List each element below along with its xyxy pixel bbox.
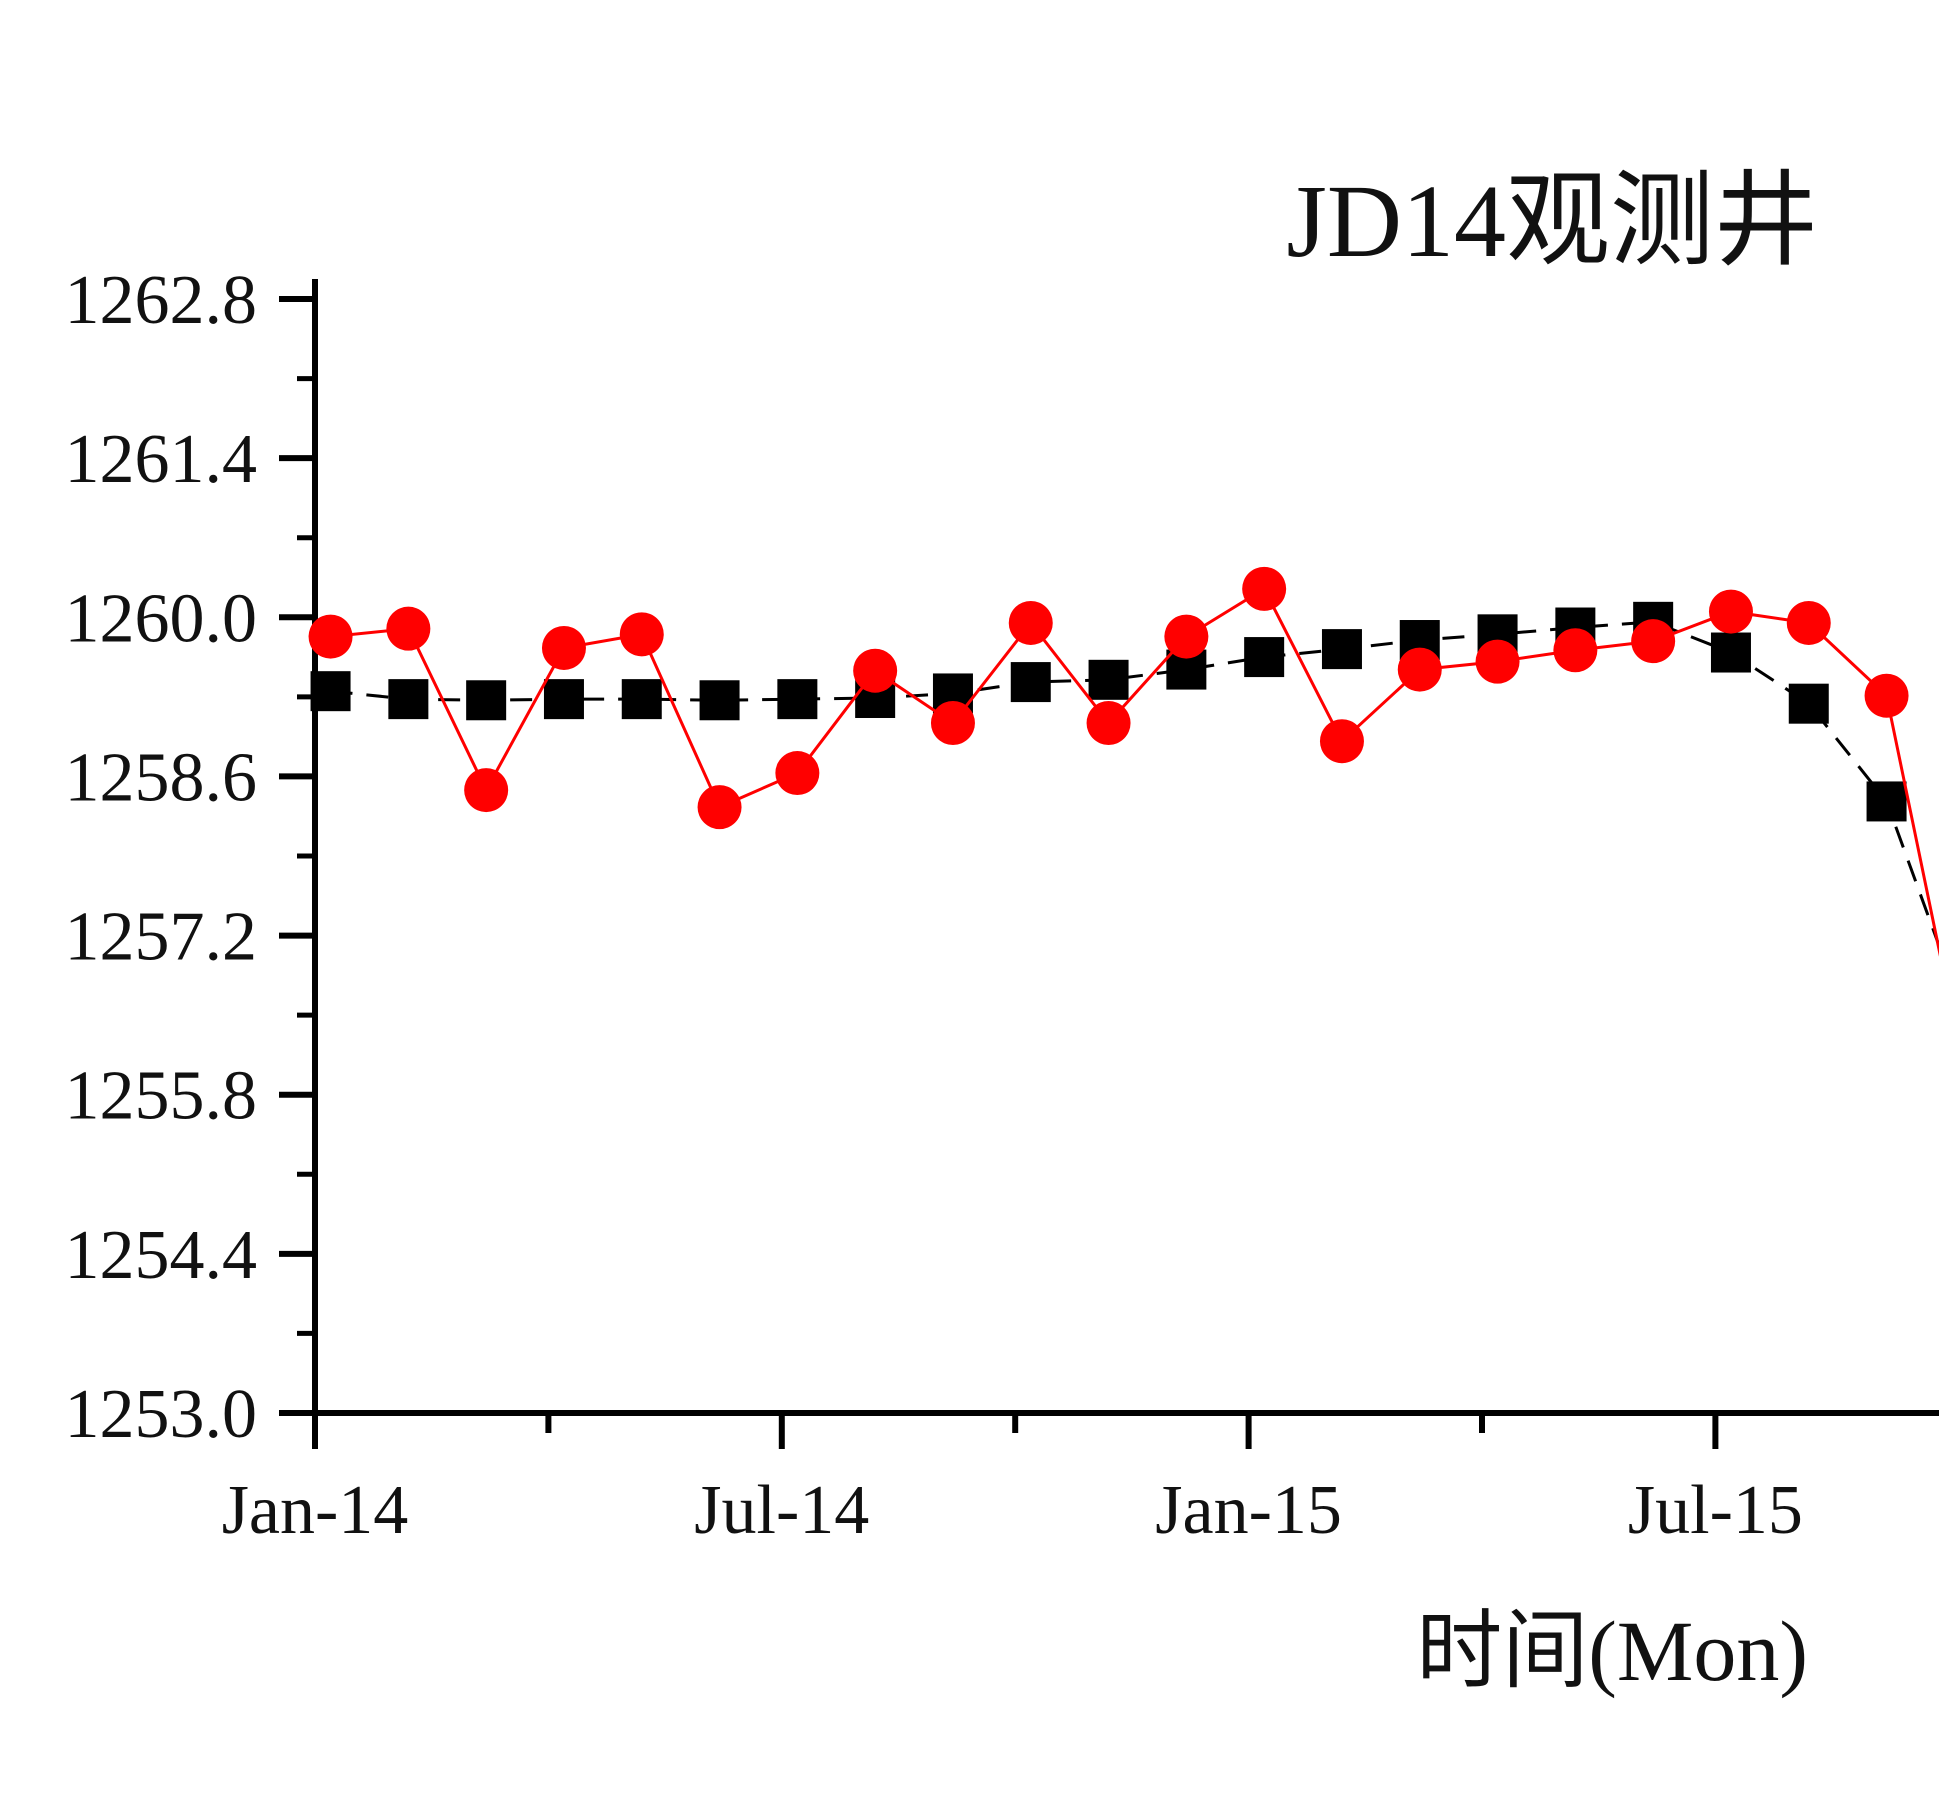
series-1-square-marker: [1088, 659, 1129, 700]
series-1-square-marker: [1244, 637, 1285, 678]
series-2-circle-marker: [386, 606, 431, 651]
series-2-circle-marker: [1708, 589, 1753, 634]
series-2-circle-marker: [1164, 614, 1209, 659]
axes: 1253.0 1254.4 1255.8 1257.2 1258.6 1260.0 1261…: [65, 262, 1939, 1549]
x-tick-label: Jul-15: [1628, 1472, 1803, 1549]
y-tick-label: 1258.6: [65, 739, 258, 816]
y-tick-label: 1260.0: [65, 580, 258, 657]
series-1-square-marker: [466, 680, 507, 721]
series-2-circle-marker: [619, 612, 664, 657]
series-2-circle-marker: [1475, 639, 1520, 684]
series-1-square-marker: [699, 680, 740, 721]
series-1-square-marker: [777, 679, 818, 720]
y-tick-label: 1262.8: [65, 262, 258, 339]
series-layer: [308, 566, 1939, 957]
y-tick-label: 1255.8: [65, 1058, 258, 1135]
series-1-square-marker: [388, 679, 429, 720]
series-2-circle-marker: [1008, 600, 1053, 645]
x-axis-label: 时间(Mon): [1416, 1603, 1808, 1699]
y-tick-label: 1254.4: [65, 1217, 258, 1294]
series-2-circle-marker: [1786, 600, 1831, 645]
series-1-square-marker: [1710, 632, 1751, 673]
series-2-circle-marker: [464, 768, 509, 813]
series-2-circle-marker: [1553, 628, 1598, 673]
x-tick-label: Jul-14: [694, 1472, 869, 1549]
y-tick-label: 1261.4: [65, 421, 258, 498]
y-tick-label: 1257.2: [65, 899, 258, 976]
series-2-circle-marker: [1319, 719, 1364, 764]
series-2-circle-marker: [853, 648, 898, 693]
y-tick-label: 1253.0: [65, 1376, 258, 1453]
series-1-square-marker: [1321, 629, 1362, 670]
series-2-line: [330, 586, 1939, 957]
series-2-circle-marker: [1864, 673, 1909, 718]
series-2-circle-marker: [308, 614, 353, 659]
series-1-line: [330, 620, 1939, 950]
series-2-circle-marker: [541, 625, 586, 670]
series-1-square-marker: [1788, 683, 1829, 724]
x-tick-label: Jan-14: [222, 1472, 409, 1549]
series-1-square-marker: [543, 679, 584, 720]
series-2-circle-marker: [1242, 566, 1287, 611]
series-2-circle-marker: [930, 701, 975, 746]
chart-title: JD14观测井: [1286, 164, 1818, 279]
series-2-circle-marker: [1086, 701, 1131, 746]
series-1-square-marker: [310, 671, 351, 712]
series-2-circle-marker: [1631, 619, 1676, 664]
series-1-square-marker: [1866, 781, 1907, 822]
series-2-circle-marker: [775, 751, 820, 796]
series-2-circle-marker: [697, 785, 742, 830]
series-1-square-marker: [621, 679, 662, 720]
series-1-square-marker: [1010, 662, 1051, 703]
series-2-circle-marker: [1397, 647, 1442, 692]
x-tick-label: Jan-15: [1155, 1472, 1342, 1549]
